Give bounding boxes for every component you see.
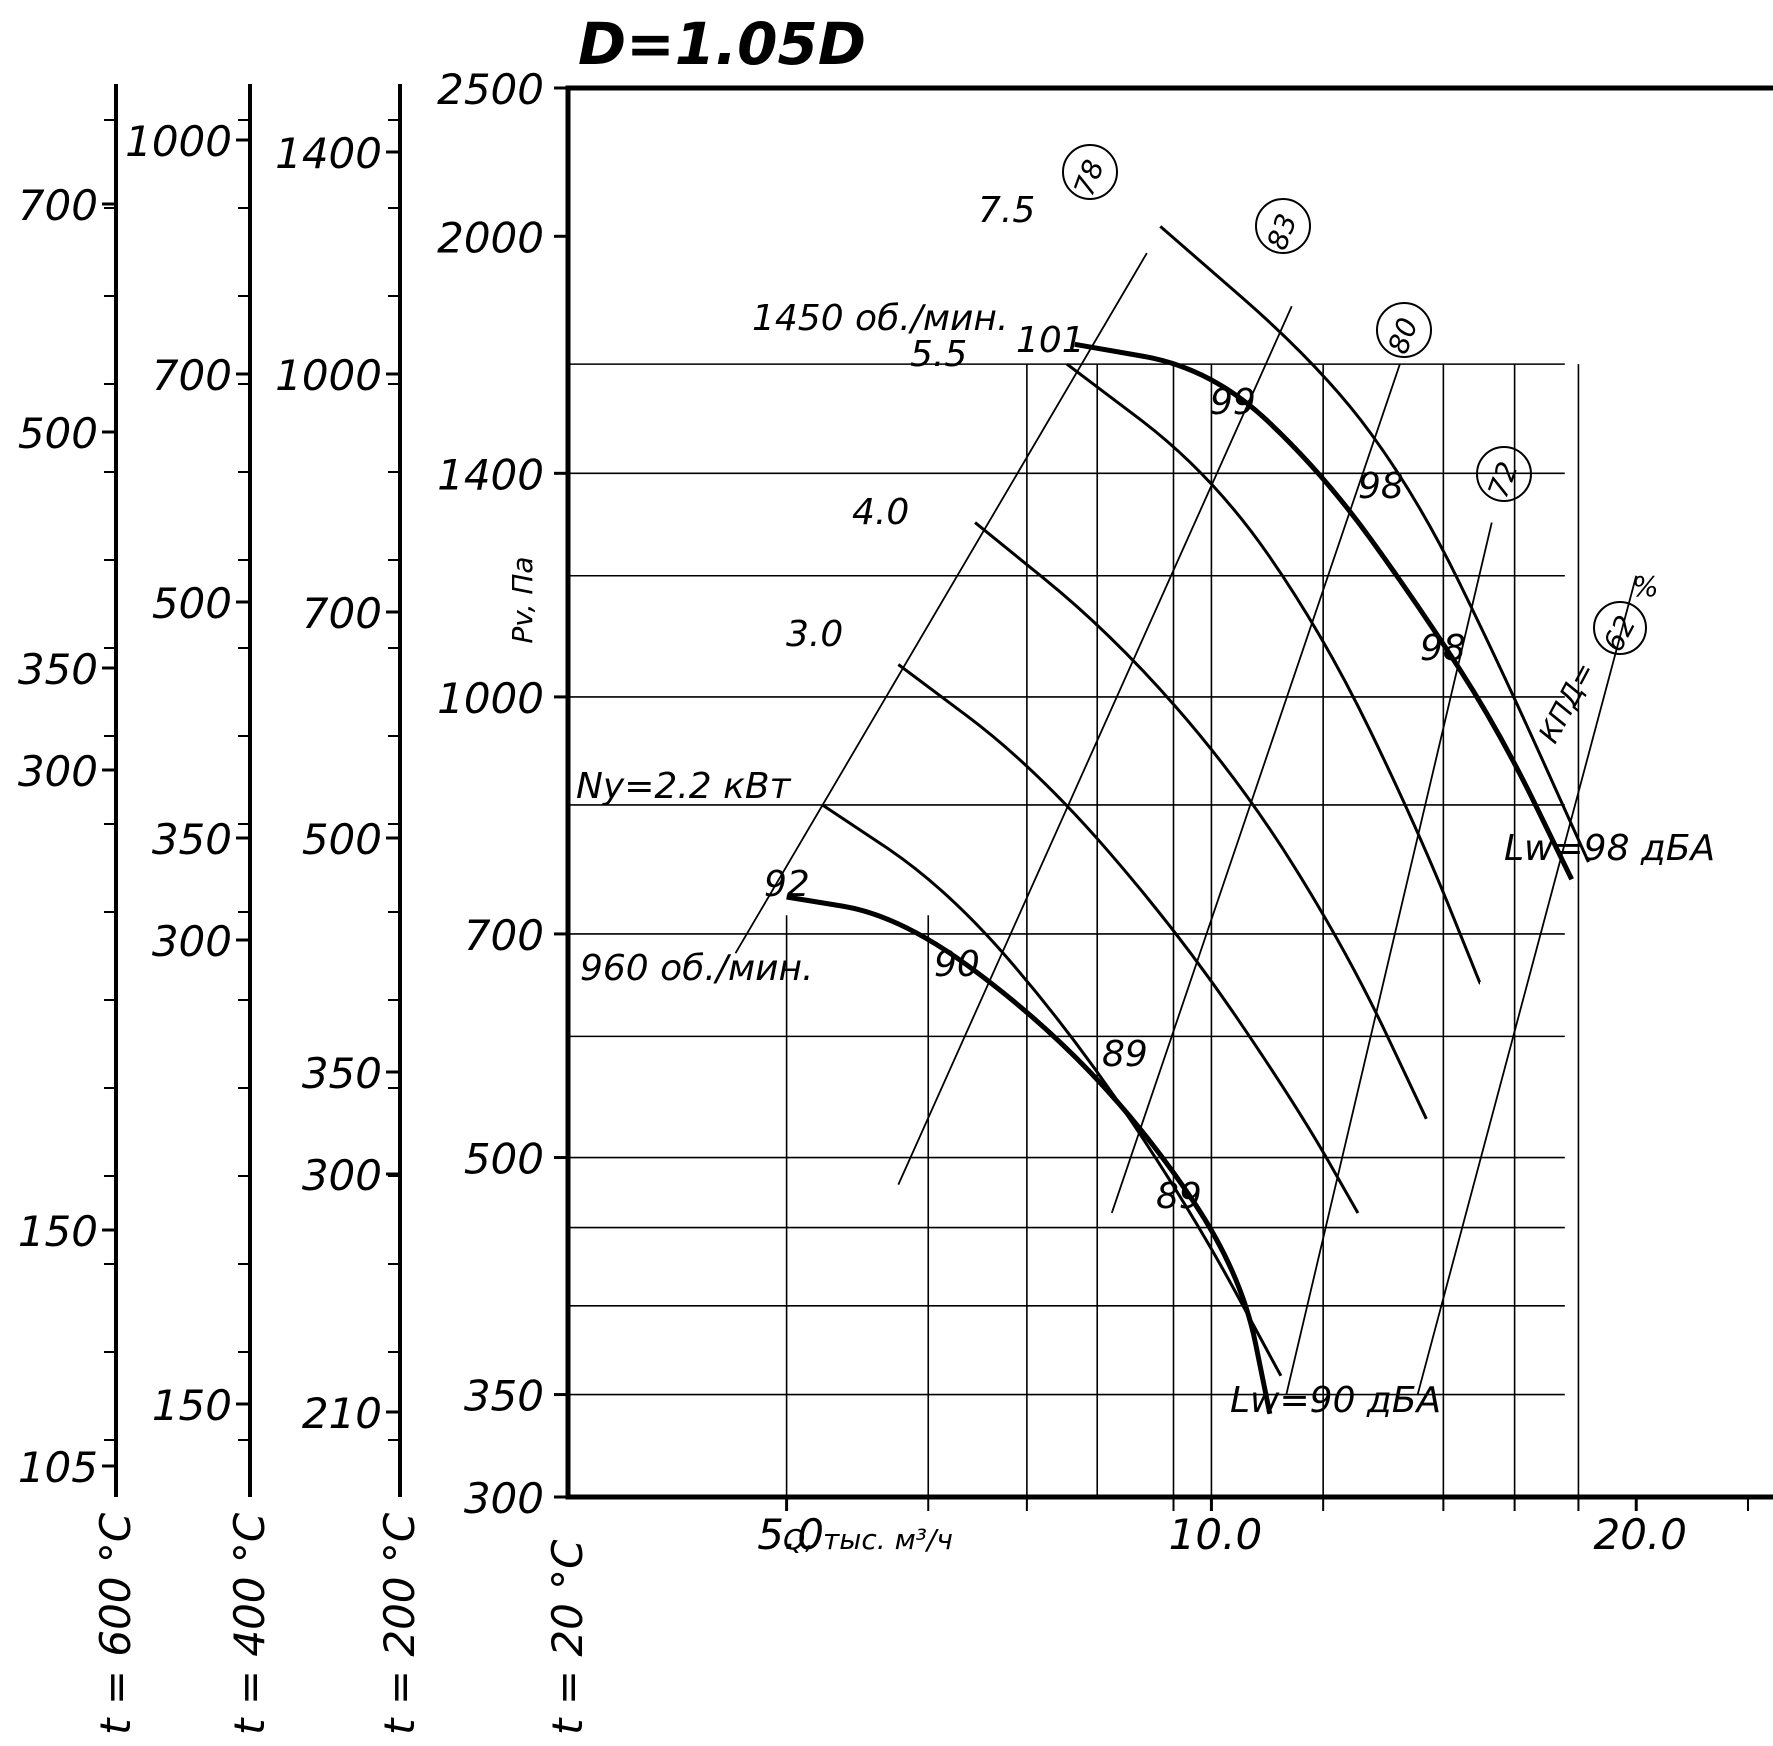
efficiency-line	[897, 305, 1293, 1186]
temp-axis-tick-label: 700	[152, 351, 232, 400]
temp-axis-title: t = 20 °C	[543, 1539, 592, 1735]
temp-axis-tick-label: 300	[18, 747, 98, 796]
efficiency-line	[1416, 575, 1638, 1395]
efficiency-line	[1110, 363, 1401, 1214]
lw-top-label: Lw=98 дБА	[1504, 828, 1715, 869]
sound-level-label: 98	[1420, 628, 1466, 669]
y-tick-label: 1400	[437, 450, 544, 499]
y-tick-label: 300	[464, 1474, 544, 1523]
temp-axis-tick-label: 1000	[275, 351, 382, 400]
temp-axis-tick-label: 1400	[275, 129, 382, 178]
chart-labels: 7.5 5.5 4.0 3.0 Ny=2.2 кВт 1450 об./мин. 960 о…	[576, 190, 1715, 1421]
sound-level-label: 92	[764, 864, 810, 905]
sound-level-label: 101	[1016, 320, 1085, 361]
lw-bottom-label: Lw=90 дБА	[1230, 1380, 1441, 1421]
temp-axis-tick-label: 350	[302, 1049, 382, 1098]
efficiency-marker	[1376, 302, 1432, 358]
curve-Ny-2-2-кВт	[821, 803, 1283, 1377]
pressure-curves	[786, 225, 1590, 1415]
efficiency-prefix-label: КПД=	[1532, 657, 1602, 749]
sound-level-label: 89	[1102, 1034, 1148, 1075]
temp-axis-tick-label: 500	[152, 579, 232, 628]
power-label: 5.5	[910, 334, 967, 375]
power-label: 7.5	[978, 190, 1035, 231]
power-label: 4.0	[852, 492, 909, 533]
temp-axis-title: t = 600 °C	[91, 1512, 140, 1735]
x-axis-title: Q, тыс. м³/ч	[783, 1523, 953, 1556]
curve-5-5	[1066, 362, 1482, 984]
efficiency-unit-label: %	[1632, 570, 1659, 603]
efficiency-marker	[1593, 601, 1647, 655]
efficiency-marker	[1255, 198, 1311, 254]
chart-title: D=1.05D	[578, 10, 866, 78]
curve-1450-об-мин-	[1074, 341, 1574, 881]
sound-level-label: 89	[1156, 1176, 1202, 1217]
plot-frame: 2500 2000 1400 1000 700 500 350 300 5.0 10.0 20.0 Q…	[437, 10, 1773, 1559]
speed-label-high: 1450 об./мин.	[752, 298, 1008, 339]
temp-axis-tick-label: 700	[18, 181, 98, 230]
x-tick-label: 20.0	[1593, 1510, 1687, 1559]
temp-axis-tick-label: 105	[18, 1443, 98, 1492]
temperature-scales: 700 500 350 300 150 105 t = 600 °C 1000 700 500 35…	[18, 84, 592, 1735]
speed-label-low: 960 об./мин.	[580, 948, 814, 989]
y-axis-title: Pv, Па	[506, 556, 539, 643]
temp-axis-tick-label: 500	[302, 815, 382, 864]
temp-axis-tick-label: 700	[302, 589, 382, 638]
temp-axis-tick-label: 350	[152, 815, 232, 864]
y-tick-label: 700	[464, 911, 544, 960]
curve-4-0	[974, 521, 1428, 1120]
curve-3-0	[897, 663, 1360, 1214]
temp-axis-tick-label: 500	[18, 409, 98, 458]
y-tick-label: 2000	[437, 213, 544, 262]
temp-axis-tick-label: 150	[18, 1207, 98, 1256]
curve-7-5	[1159, 225, 1590, 863]
temp-axis-tick-label: 150	[152, 1381, 232, 1430]
temp-axis-tick-label: 210	[302, 1389, 382, 1438]
power-label: 3.0	[786, 614, 843, 655]
chart-grid	[568, 363, 1580, 1497]
sound-level-label: 98	[1358, 466, 1404, 507]
sound-level-label: 90	[934, 944, 980, 985]
y-tick-label: 2500	[437, 65, 544, 114]
efficiency-marker	[1062, 144, 1118, 200]
temp-axis-tick-label: 300	[152, 917, 232, 966]
sound-level-label: 99	[1210, 382, 1256, 423]
curve-960-об-мин-	[786, 894, 1273, 1415]
temp-axis-title: t = 200 °C	[375, 1512, 424, 1735]
y-tick-label: 1000	[437, 674, 544, 723]
temp-axis-tick-label: 300	[302, 1151, 382, 1200]
plot-border	[565, 85, 1773, 1500]
y-tick-label: 350	[464, 1372, 544, 1421]
temp-axis-tick-label: 1000	[125, 117, 232, 166]
efficiency-marker	[1476, 446, 1532, 502]
temp-axis-tick-label: 350	[18, 645, 98, 694]
temp-axis-title: t = 400 °C	[225, 1512, 274, 1735]
y-tick-label: 500	[464, 1135, 544, 1184]
efficiency-line	[734, 252, 1148, 954]
x-tick-label: 10.0	[1169, 1510, 1263, 1559]
power-label: Ny=2.2 кВт	[576, 766, 792, 807]
x-tick-label: 5.0	[757, 1510, 824, 1559]
